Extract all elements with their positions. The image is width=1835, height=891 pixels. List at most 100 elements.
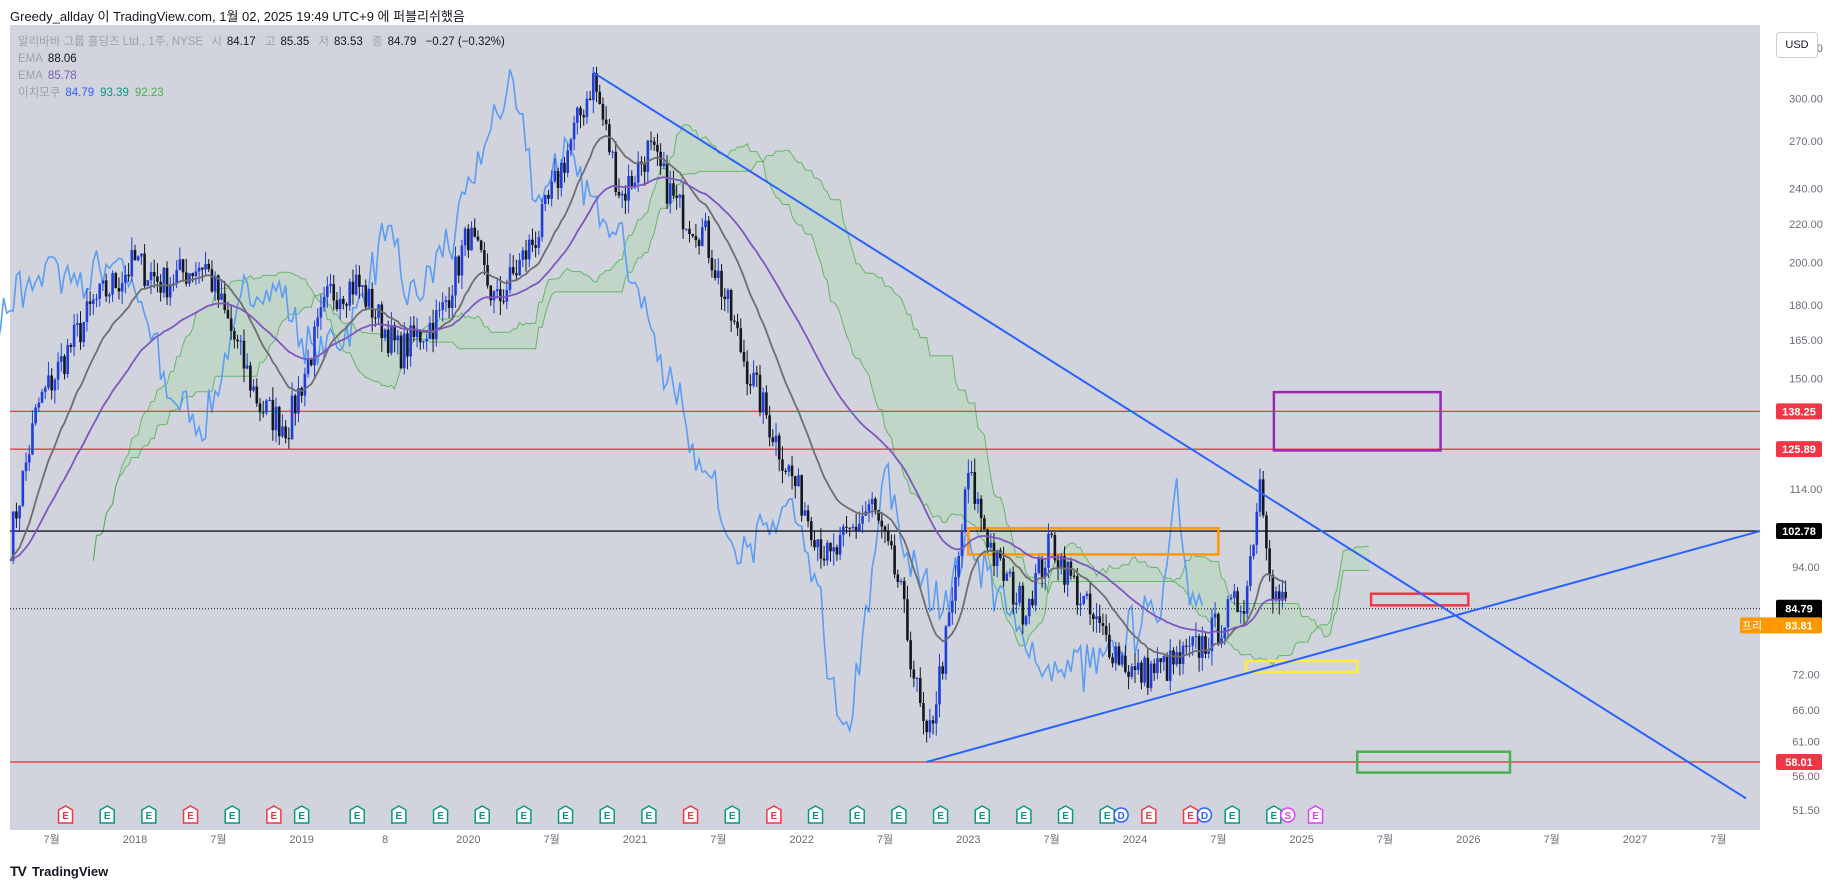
candle-body xyxy=(809,521,813,541)
candle-body xyxy=(684,228,688,230)
candle-body xyxy=(322,297,326,308)
candle-body xyxy=(451,295,454,308)
event-letter: E xyxy=(562,811,569,822)
candle-body xyxy=(43,387,47,392)
candle-body xyxy=(912,669,916,679)
candle-body xyxy=(576,107,579,123)
price-tag-label: 102.78 xyxy=(1782,526,1816,538)
candle-body xyxy=(383,329,387,339)
candle-body xyxy=(149,272,153,281)
candle-body xyxy=(271,399,275,431)
candle-body xyxy=(146,280,150,286)
legend-ema1-label: EMA xyxy=(18,53,43,65)
candle-body xyxy=(902,580,906,600)
event-letter: E xyxy=(687,811,694,822)
candle-body xyxy=(418,330,422,343)
legend-ema1-row[interactable]: EMA 88.06 xyxy=(18,51,511,68)
candle-body xyxy=(704,220,707,228)
candle-body xyxy=(415,330,419,338)
candle-body xyxy=(787,465,791,472)
candle-body xyxy=(242,340,246,369)
candle-body xyxy=(11,511,15,561)
candle-body xyxy=(960,532,964,556)
candle-body xyxy=(896,574,900,582)
candle-body xyxy=(197,267,201,272)
legend-ema2-row[interactable]: EMA 85.78 xyxy=(18,68,511,85)
event-letter: E xyxy=(271,811,278,822)
candle-body xyxy=(941,666,944,674)
earnings-icon xyxy=(182,805,199,824)
zone-box-0 xyxy=(1272,390,1442,452)
candle-body xyxy=(252,386,255,391)
candle-body xyxy=(245,365,249,369)
candle-body xyxy=(1143,657,1146,683)
candle-body xyxy=(585,98,589,118)
candle-body xyxy=(354,274,358,295)
candle-body xyxy=(92,299,95,304)
candle-body xyxy=(168,284,172,298)
candle-body xyxy=(293,395,297,414)
candle-body xyxy=(620,193,624,196)
candle-body xyxy=(579,107,582,116)
candle-body xyxy=(588,98,592,101)
event-letter: D xyxy=(1117,811,1124,822)
legend-ichimoku-row[interactable]: 이치모쿠 84.79 93.39 92.23 xyxy=(18,85,511,102)
candle-body xyxy=(1188,645,1191,647)
candle-body xyxy=(909,640,912,670)
earnings-icon xyxy=(391,805,407,824)
candle-body xyxy=(184,272,188,284)
candle-body xyxy=(281,426,284,437)
candle-body xyxy=(66,345,69,375)
candle-body xyxy=(1101,623,1105,626)
event-letter: E xyxy=(1187,811,1194,822)
y-tick-label: 180.00 xyxy=(1789,300,1823,312)
candle-body xyxy=(255,386,259,404)
legend-high-label: 고 xyxy=(264,36,276,48)
candle-body xyxy=(1111,657,1114,664)
candle-body xyxy=(922,703,925,721)
x-tick-label: 2019 xyxy=(289,834,313,846)
candle-body xyxy=(88,301,92,304)
candle-body xyxy=(688,228,691,234)
candle-body xyxy=(537,237,541,248)
candle-body xyxy=(540,204,544,238)
event-letter: E xyxy=(354,811,361,822)
currency-button[interactable]: USD xyxy=(1776,32,1818,58)
candle-body xyxy=(1011,571,1015,605)
candle-body xyxy=(249,365,252,391)
earnings-icon xyxy=(57,805,74,824)
candle-body xyxy=(194,271,198,277)
candle-body xyxy=(925,720,928,733)
earnings-icon xyxy=(932,805,949,824)
x-tick-label: 7월 xyxy=(1544,833,1560,846)
candle-body xyxy=(1156,658,1159,674)
event-letter: E xyxy=(479,811,486,822)
legend-high: 85.35 xyxy=(280,36,310,48)
candle-body xyxy=(771,437,775,443)
candle-body xyxy=(213,275,217,292)
candle-body xyxy=(56,361,60,380)
event-letter: E xyxy=(62,811,69,822)
candle-body xyxy=(127,274,130,277)
x-tick-label: 2026 xyxy=(1456,834,1480,846)
candle-body xyxy=(95,298,98,300)
candle-body xyxy=(1152,663,1156,674)
candle-body xyxy=(668,183,672,204)
x-tick-label: 8 xyxy=(382,834,388,846)
candle-body xyxy=(1149,663,1153,688)
candle-body xyxy=(665,163,669,204)
candle-body xyxy=(37,402,41,408)
candle-body xyxy=(1027,598,1031,617)
candle-body xyxy=(454,256,457,296)
x-tick-label: 2024 xyxy=(1123,834,1147,846)
footer-brand[interactable]: TV TradingView xyxy=(10,863,108,879)
candle-body xyxy=(643,164,646,172)
candle-body xyxy=(390,325,393,354)
candle-body xyxy=(1255,511,1259,546)
legend-symbol[interactable]: 알리바바 그룹 홀딩즈 Ltd., 1주, NYSE xyxy=(18,36,204,48)
candle-body xyxy=(915,678,919,680)
candle-body xyxy=(72,324,76,347)
event-letter: E xyxy=(229,811,236,822)
x-tick-label: 2027 xyxy=(1623,834,1647,846)
